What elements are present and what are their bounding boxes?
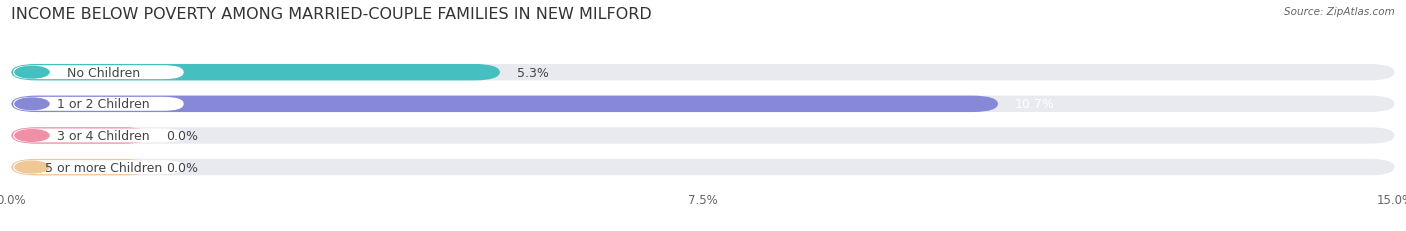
Text: 1 or 2 Children: 1 or 2 Children — [58, 98, 150, 111]
FancyBboxPatch shape — [11, 128, 1395, 144]
Circle shape — [15, 130, 49, 142]
FancyBboxPatch shape — [13, 161, 184, 174]
Circle shape — [15, 99, 49, 110]
Text: 3 or 4 Children: 3 or 4 Children — [58, 129, 150, 142]
FancyBboxPatch shape — [11, 65, 501, 81]
FancyBboxPatch shape — [11, 65, 1395, 81]
Text: 0.0%: 0.0% — [166, 129, 198, 142]
Text: 0.0%: 0.0% — [166, 161, 198, 174]
FancyBboxPatch shape — [13, 97, 184, 111]
FancyBboxPatch shape — [11, 128, 149, 144]
FancyBboxPatch shape — [11, 96, 1395, 112]
Circle shape — [15, 161, 49, 173]
Text: No Children: No Children — [67, 66, 141, 79]
Text: Source: ZipAtlas.com: Source: ZipAtlas.com — [1284, 7, 1395, 17]
Text: 5.3%: 5.3% — [516, 66, 548, 79]
FancyBboxPatch shape — [13, 129, 184, 143]
FancyBboxPatch shape — [11, 159, 1395, 176]
FancyBboxPatch shape — [13, 66, 184, 80]
FancyBboxPatch shape — [11, 96, 998, 112]
Text: INCOME BELOW POVERTY AMONG MARRIED-COUPLE FAMILIES IN NEW MILFORD: INCOME BELOW POVERTY AMONG MARRIED-COUPL… — [11, 7, 652, 22]
Circle shape — [15, 67, 49, 79]
FancyBboxPatch shape — [11, 159, 149, 176]
Text: 5 or more Children: 5 or more Children — [45, 161, 162, 174]
Text: 10.7%: 10.7% — [1015, 98, 1054, 111]
